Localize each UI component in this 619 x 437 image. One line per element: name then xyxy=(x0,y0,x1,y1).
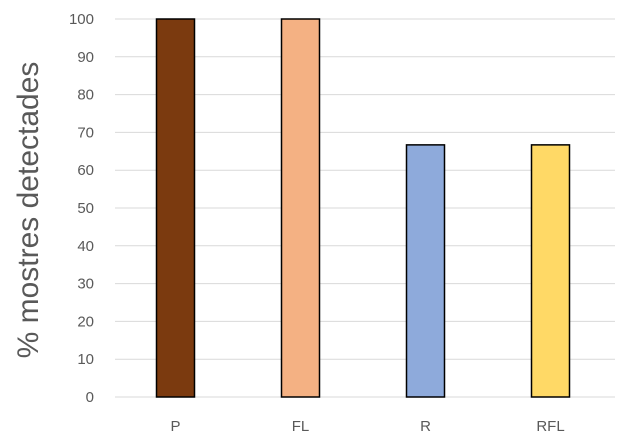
y-axis-label: % mostres detectades xyxy=(12,62,45,359)
x-tick-label: R xyxy=(420,418,431,435)
y-tick-label: 40 xyxy=(77,238,94,255)
bar-r xyxy=(405,144,446,398)
y-tick-label: 80 xyxy=(77,87,94,104)
x-tick-label: P xyxy=(170,418,180,435)
y-tick-label: 30 xyxy=(77,276,94,293)
bar-fl xyxy=(280,18,321,398)
y-tick-label: 10 xyxy=(77,351,94,368)
x-tick-labels: P FL R RFL xyxy=(170,418,564,435)
bar-rfl xyxy=(530,144,571,398)
bar-p xyxy=(155,18,196,398)
y-tick-label: 20 xyxy=(77,313,94,330)
x-tick-label: FL xyxy=(292,418,310,435)
gridlines xyxy=(115,18,615,398)
y-tick-label: 60 xyxy=(77,162,94,179)
x-tick-label: RFL xyxy=(536,418,564,435)
y-tick-label: 100 xyxy=(69,11,94,28)
y-tick-label: 70 xyxy=(77,124,94,141)
y-tick-label: 90 xyxy=(77,49,94,66)
y-tick-labels: 0 10 20 30 40 50 60 70 80 90 100 xyxy=(69,11,94,406)
y-tick-label: 50 xyxy=(77,200,94,217)
y-tick-label: 0 xyxy=(86,389,94,406)
bars xyxy=(155,18,571,398)
